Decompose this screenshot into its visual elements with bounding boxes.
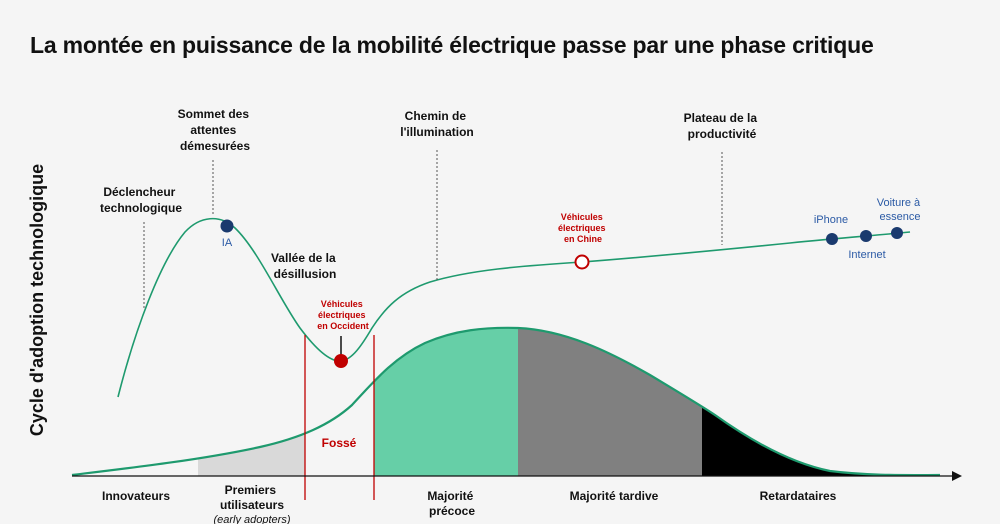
ia-marker: [220, 219, 234, 233]
label-slope: Chemin de l'illumination: [400, 109, 474, 139]
segment-early-majority: Majorité précoce: [427, 489, 476, 518]
label-internet: Internet: [848, 249, 885, 261]
early-adopters-area: [198, 433, 305, 476]
internet-marker: [860, 230, 872, 242]
late-majority-area: [518, 328, 702, 476]
label-plateau: Plateau de la productivité: [684, 111, 761, 141]
segment-early-adopters-note: (early adopters): [213, 514, 290, 524]
label-trigger: Déclencheur technologique: [100, 185, 182, 215]
ev-china-marker: [574, 254, 590, 270]
ev-west-marker: [334, 354, 348, 368]
segment-late-majority: Majorité tardive: [570, 489, 659, 503]
label-iphone: iPhone: [814, 214, 848, 226]
label-chasm: Fossé: [322, 436, 357, 450]
x-axis-arrow-icon: [952, 471, 962, 481]
early-majority-area: [374, 327, 518, 476]
label-ev-china: Véhicules électriques en Chine: [558, 212, 608, 244]
adoption-bell-curve: [71, 326, 941, 477]
label-ice-car: Voiture à essence: [877, 197, 923, 223]
segment-innovators: Innovateurs: [102, 489, 170, 503]
iphone-marker: [826, 233, 838, 245]
segment-early-adopters: Premiers utilisateurs: [220, 483, 284, 512]
label-ia: IA: [222, 237, 233, 249]
label-ev-west: Véhicules électriques en Occident: [317, 299, 369, 331]
segment-laggards: Retardataires: [760, 489, 837, 503]
y-axis-label: Cycle d'adoption technologique: [27, 164, 47, 436]
label-trough: Vallée de la désillusion: [271, 251, 339, 281]
page-title: La montée en puissance de la mobilité él…: [30, 32, 874, 58]
ice-car-marker: [891, 227, 903, 239]
label-peak: Sommet des attentes démesurées: [178, 107, 253, 153]
laggards-area: [702, 406, 940, 476]
hype-cycle-curve: [117, 217, 911, 398]
